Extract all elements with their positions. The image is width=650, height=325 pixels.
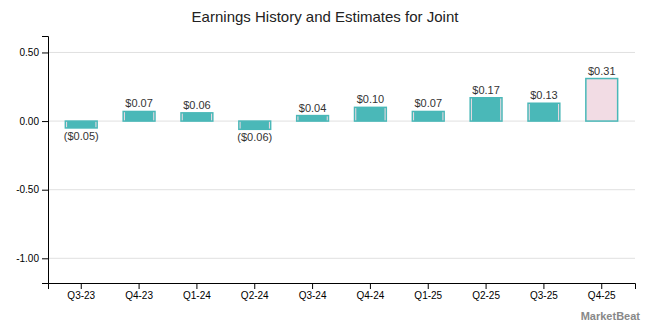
- x-tick-mark: [139, 283, 140, 289]
- x-tick-mark: [601, 283, 602, 289]
- data-label: $0.10: [357, 93, 385, 105]
- data-label: ($0.06): [237, 131, 272, 143]
- y-tick-label: -0.50: [16, 184, 39, 195]
- y-tick-mark: [42, 258, 48, 259]
- bar: [356, 107, 384, 121]
- bar: [355, 107, 387, 121]
- x-tick: Q1-24: [183, 283, 211, 301]
- y-tick-mark: [42, 190, 48, 191]
- x-tick-mark: [196, 283, 197, 289]
- y-tick-label: 0.50: [20, 47, 40, 58]
- x-tick-mark: [428, 283, 429, 289]
- grid-line: [48, 258, 635, 259]
- x-tick: Q3-23: [67, 283, 95, 301]
- y-tick: -1.00: [16, 253, 48, 264]
- x-tick-label: Q4-23: [125, 290, 153, 301]
- y-tick: -0.50: [16, 184, 48, 195]
- data-label: ($0.05): [64, 130, 99, 142]
- bar: [123, 111, 155, 121]
- x-tick-mark: [370, 283, 371, 289]
- x-tick-mark: [312, 283, 313, 289]
- x-axis: Q3-23 Q4-23 Q1-24 Q2-24 Q3-24 Q4-24 Q1-25 Q2-25…: [49, 283, 636, 301]
- x-tick-label: Q1-24: [183, 290, 211, 301]
- x-tick-mark: [81, 283, 82, 289]
- x-tick-label: Q4-24: [357, 290, 385, 301]
- x-tick-mark: [254, 283, 255, 289]
- y-tick-mark: [42, 121, 48, 122]
- x-tick: Q1-25: [414, 283, 442, 301]
- x-tick: Q4-25: [588, 283, 616, 301]
- x-tick-label: Q4-25: [588, 290, 616, 301]
- data-label: $0.31: [588, 65, 616, 77]
- bar: [528, 103, 560, 121]
- bar: [412, 111, 444, 121]
- x-tick: Q4-23: [125, 283, 153, 301]
- x-axis-line: [49, 284, 636, 290]
- x-tick-label: Q3-24: [299, 290, 327, 301]
- x-tick-label: Q3-23: [67, 290, 95, 301]
- x-tick: Q3-25: [530, 283, 558, 301]
- x-tick-label: Q2-25: [472, 290, 500, 301]
- bar: [183, 113, 211, 121]
- x-tick-mark: [543, 283, 544, 289]
- bar: [470, 98, 502, 121]
- chart-svg: 0.500.00-0.50-1.00Q3-23Q4-23Q1-24Q2-24Q3…: [0, 0, 650, 325]
- bar: [530, 103, 558, 121]
- grid-line: [48, 189, 635, 190]
- data-label: $0.17: [472, 84, 500, 96]
- watermark: MarketBeat: [581, 310, 641, 322]
- bar: [297, 116, 329, 121]
- bar-series: [65, 79, 617, 130]
- data-label: $0.06: [183, 99, 211, 111]
- bar: [67, 121, 95, 128]
- bar: [472, 98, 500, 121]
- x-tick-label: Q2-24: [241, 290, 269, 301]
- data-labels: ($0.05) $0.07 $0.06 ($0.06) $0.04 $0.10 $0.07 $…: [64, 65, 616, 144]
- x-tick-label: Q3-25: [530, 290, 558, 301]
- bars: [65, 79, 617, 130]
- x-tick: Q3-24: [299, 283, 327, 301]
- bar: [586, 79, 618, 122]
- bar-series: [67, 98, 558, 130]
- plot: 0.500.00-0.50-1.00Q3-23Q4-23Q1-24Q2-24Q3…: [16, 37, 635, 302]
- data-label: $0.07: [414, 97, 442, 109]
- title: Earnings History and Estimates for Joint: [192, 8, 460, 25]
- data-label: $0.04: [299, 102, 327, 114]
- bar: [181, 113, 213, 121]
- x-tick-label: Q1-25: [414, 290, 442, 301]
- y-tick-label: 0.00: [20, 116, 40, 127]
- y-tick: 0.50: [20, 47, 48, 58]
- y-axis: 0.50 0.00 -0.50 -1.00: [16, 37, 48, 284]
- bar: [298, 116, 326, 121]
- bar: [125, 111, 153, 121]
- bar: [65, 121, 97, 128]
- x-tick: Q2-25: [472, 283, 500, 301]
- y-tick-mark: [42, 52, 48, 53]
- bar: [241, 121, 269, 129]
- y-axis-line: [42, 37, 49, 284]
- bar: [414, 111, 442, 121]
- bar: [239, 121, 271, 129]
- x-tick: Q2-24: [241, 283, 269, 301]
- x-tick-mark: [486, 283, 487, 289]
- data-label: $0.07: [125, 97, 153, 109]
- y-tick-label: -1.00: [16, 253, 39, 264]
- grid-line: [48, 52, 635, 53]
- data-label: $0.13: [530, 89, 558, 101]
- y-tick: 0.00: [20, 116, 48, 127]
- x-tick: Q4-24: [357, 283, 385, 301]
- grid: [48, 52, 635, 258]
